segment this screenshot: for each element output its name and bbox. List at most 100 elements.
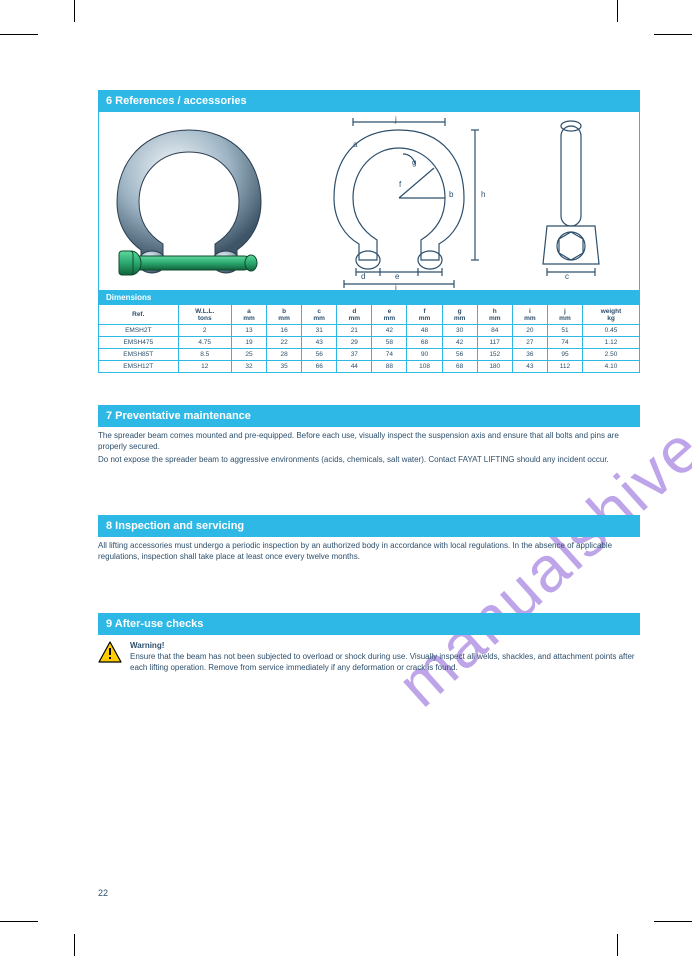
shackle-3d-illustration [99,112,284,290]
table-cell: 74 [372,349,407,361]
table-cell: 56 [302,349,337,361]
table-header-cell: weightkg [583,305,640,325]
table-row: EMSH85T8.52528563774905615236952.50 [99,349,640,361]
table-cell: 22 [267,337,302,349]
table-cell: 8.5 [178,349,231,361]
dim-label-c: c [565,272,569,281]
dim-label-h: h [481,190,485,199]
dim-label-j: j [395,115,397,124]
spec-table: Ref.W.L.L.tonsammbmmcmmdmmemmfmmgmmhmmim… [98,304,640,373]
table-cell: 21 [337,325,372,337]
dim-label-e: e [395,272,399,281]
table-cell: 31 [302,325,337,337]
crop-mark [0,921,38,922]
table-cell: 1.12 [583,337,640,349]
section-9-title: 9 After-use checks [106,618,203,630]
table-cell: 51 [547,325,582,337]
warning-icon [98,641,122,663]
table-cell: 68 [442,361,477,373]
table-header-cell: W.L.L.tons [178,305,231,325]
crop-mark [617,0,618,22]
table-cell: 25 [231,349,266,361]
dim-label-g: g [412,158,416,167]
table-cell: EMSH12T [99,361,179,373]
table-cell: 90 [407,349,442,361]
section-7-header: 7 Preventative maintenance [98,405,640,427]
table-cell: 12 [178,361,231,373]
spec-table-body: EMSH2T2131631214248308420510.45EMSH4754.… [99,325,640,373]
table-cell: 117 [477,337,512,349]
dim-label-d: d [361,272,365,281]
section-9-p1: Ensure that the beam has not been subjec… [130,652,640,674]
crop-mark [654,921,692,922]
table-cell: 43 [512,361,547,373]
table-cell: 152 [477,349,512,361]
section-9-header: 9 After-use checks [98,613,640,635]
section-7-title: 7 Preventative maintenance [106,410,251,422]
table-cell: 66 [302,361,337,373]
table-row: EMSH2T2131631214248308420510.45 [99,325,640,337]
table-cell: 44 [337,361,372,373]
table-header-cell: imm [512,305,547,325]
dim-label-f: f [399,180,401,189]
table-cell: 36 [512,349,547,361]
table-cell: 108 [407,361,442,373]
table-cell: 84 [477,325,512,337]
table-cell: 29 [337,337,372,349]
table-cell: 68 [407,337,442,349]
table-cell: EMSH2T [99,325,179,337]
content-area: 6 References / accessories [98,90,640,673]
table-cell: 56 [442,349,477,361]
table-cell: 19 [231,337,266,349]
table-cell: 58 [372,337,407,349]
section-8-p1: All lifting accessories must undergo a p… [98,541,640,563]
table-cell: EMSH475 [99,337,179,349]
warning-intro: Warning! [130,641,164,650]
table-cell: 48 [407,325,442,337]
dimensions-label: Dimensions [106,293,151,302]
section-7-body: The spreader beam comes mounted and pre-… [98,431,640,465]
dim-label-i: i [395,283,397,292]
dim-label-a: a [353,140,357,149]
table-cell: 42 [372,325,407,337]
table-header-cell: bmm [267,305,302,325]
table-cell: 32 [231,361,266,373]
section-7-p1: The spreader beam comes mounted and pre-… [98,431,640,453]
table-cell: 88 [372,361,407,373]
table-header-row: Ref.W.L.L.tonsammbmmcmmdmmemmfmmgmmhmmim… [99,305,640,325]
spec-table-head: Ref.W.L.L.tonsammbmmcmmdmmemmfmmgmmhmmim… [99,305,640,325]
section-8-body: All lifting accessories must undergo a p… [98,541,640,563]
table-cell: 2.50 [583,349,640,361]
page-number: 22 [98,888,108,898]
table-header-cell: emm [372,305,407,325]
crop-mark [0,34,38,35]
section-8-title: 8 Inspection and servicing [106,520,244,532]
table-row: EMSH4754.751922432958684211727741.12 [99,337,640,349]
table-cell: 20 [512,325,547,337]
table-header-cell: dmm [337,305,372,325]
table-header-cell: jmm [547,305,582,325]
table-header-cell: cmm [302,305,337,325]
table-cell: EMSH85T [99,349,179,361]
dimensions-bar: Dimensions [98,290,640,304]
shackle-front-diagram [299,112,499,290]
crop-mark [74,0,75,22]
table-cell: 30 [442,325,477,337]
table-cell: 180 [477,361,512,373]
table-cell: 37 [337,349,372,361]
shackle-side-diagram [509,112,629,290]
table-cell: 0.45 [583,325,640,337]
table-header-cell: Ref. [99,305,179,325]
section-8-header: 8 Inspection and servicing [98,515,640,537]
table-cell: 4.10 [583,361,640,373]
table-cell: 4.75 [178,337,231,349]
table-header-cell: amm [231,305,266,325]
section-7-p2: Do not expose the spreader beam to aggre… [98,455,640,466]
section-6-title: 6 References / accessories [106,95,247,107]
table-cell: 112 [547,361,582,373]
page: manualshive.com 6 References / accessori… [0,0,692,956]
table-header-cell: hmm [477,305,512,325]
table-row: EMSH12T12323566448810868180431124.10 [99,361,640,373]
crop-mark [617,934,618,956]
table-cell: 35 [267,361,302,373]
